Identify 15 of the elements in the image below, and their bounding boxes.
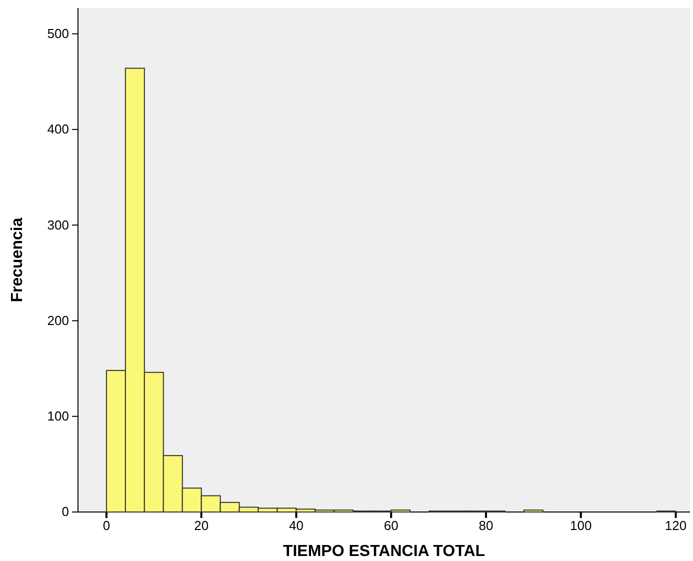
y-axis-title: Frecuencia [9, 218, 26, 302]
x-tick-label: 120 [664, 518, 687, 534]
y-tick-label: 0 [62, 504, 69, 520]
x-tick-label: 80 [478, 518, 494, 534]
x-tick-label: 0 [102, 518, 110, 534]
x-tick-label: 60 [384, 518, 398, 534]
y-tick-label: 400 [47, 122, 69, 137]
y-tick-label: 300 [47, 217, 69, 232]
x-tick-label: 100 [570, 518, 592, 534]
x-axis-title: TIEMPO ESTANCIA TOTAL [282, 543, 486, 560]
y-tick-label: 500 [47, 26, 69, 41]
y-tick-label: 200 [47, 312, 69, 328]
x-tick-label: 20 [194, 518, 209, 534]
y-tick-label: 100 [47, 408, 69, 424]
x-tick-label: 40 [289, 518, 304, 534]
